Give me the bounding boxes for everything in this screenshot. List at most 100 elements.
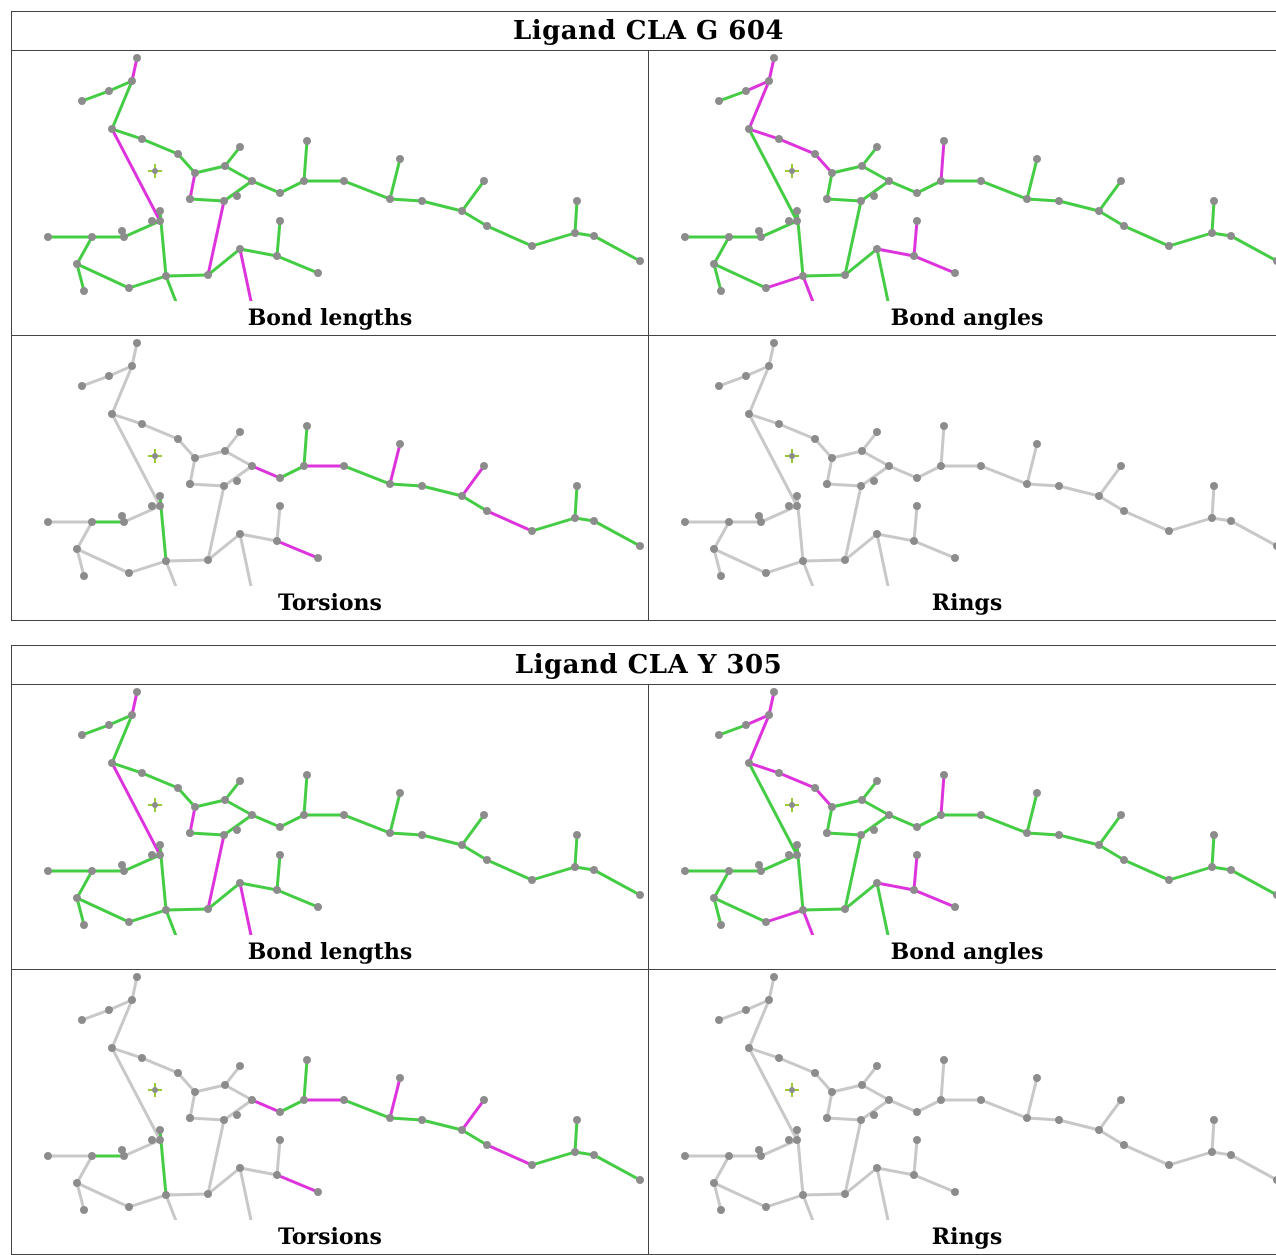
atom [1227,517,1235,525]
panel-bond-angles: Bond angles [649,51,1276,336]
atom [220,831,228,839]
atom [841,1190,849,1198]
bond [240,1168,252,1220]
atom [870,192,878,200]
atom [73,545,81,553]
atom [715,382,723,390]
atom [1033,789,1041,797]
atom [156,841,164,849]
bond [1027,1078,1037,1118]
bond [877,249,889,301]
atom [156,502,164,510]
bond [422,1120,462,1130]
atom [44,233,52,241]
bond [142,773,178,788]
bond [1124,226,1169,246]
atom [276,189,284,197]
bond [714,237,729,264]
panel-caption: Bond lengths [12,939,648,965]
bond [252,181,280,193]
atom [573,1116,581,1124]
bond [1099,1100,1121,1130]
atom [1210,197,1218,205]
atom [725,518,733,526]
bond [129,276,166,288]
atom [1023,1114,1031,1122]
atom [775,135,783,143]
bond [240,534,252,586]
molecule-diagram [12,685,650,935]
atom [80,1206,88,1214]
bond [862,451,889,466]
atom [725,233,733,241]
bond [832,1085,862,1092]
bond [344,466,390,484]
ligand-title: Ligand CLA G 604 [12,12,1276,51]
atom [937,811,945,819]
bond [190,199,224,201]
bond [917,466,941,478]
bond [914,541,955,558]
atom [148,502,156,510]
bond [166,560,208,561]
atom [870,1111,878,1119]
bond [390,444,400,484]
atom [233,192,241,200]
bond [462,496,487,511]
atom [913,502,921,510]
atom [162,272,170,280]
atom [823,195,831,203]
bond [1169,233,1212,246]
atom [873,879,881,887]
bond [714,1183,766,1207]
atom [303,422,311,430]
atom [873,1164,881,1172]
bond [277,890,318,907]
atom [910,537,918,545]
atom [873,1062,881,1070]
atom [88,867,96,875]
bond [1212,201,1214,233]
bond [195,1085,225,1092]
atom [937,1096,945,1104]
bond [166,276,178,301]
atom [770,973,778,981]
bond [1169,1152,1212,1165]
bond [390,484,422,486]
bond [1231,1155,1276,1180]
bond [277,256,318,273]
atom [841,556,849,564]
bond [77,522,92,549]
bond [225,451,252,466]
bond [1059,486,1099,496]
atom [841,905,849,913]
atom [977,177,985,185]
atom [314,554,322,562]
bond [277,221,280,256]
atom [725,867,733,875]
atom [1055,831,1063,839]
atom [681,233,689,241]
atom [775,1054,783,1062]
bond [1169,867,1212,880]
atom [1055,482,1063,490]
atom [785,502,793,510]
molecule-diagram [649,336,1276,586]
atom [156,851,164,859]
bond [803,275,845,276]
bond [575,201,577,233]
atom [858,796,866,804]
bond [166,909,208,910]
bond [190,833,224,835]
atom [221,1081,229,1089]
atom [590,232,598,240]
atom [573,197,581,205]
bond [1124,860,1169,880]
bond [832,800,862,807]
atom [1120,222,1128,230]
molecule-diagram [649,970,1276,1220]
bond [981,1100,1027,1118]
bond [1027,199,1059,201]
atom [273,886,281,894]
bond [941,141,944,181]
